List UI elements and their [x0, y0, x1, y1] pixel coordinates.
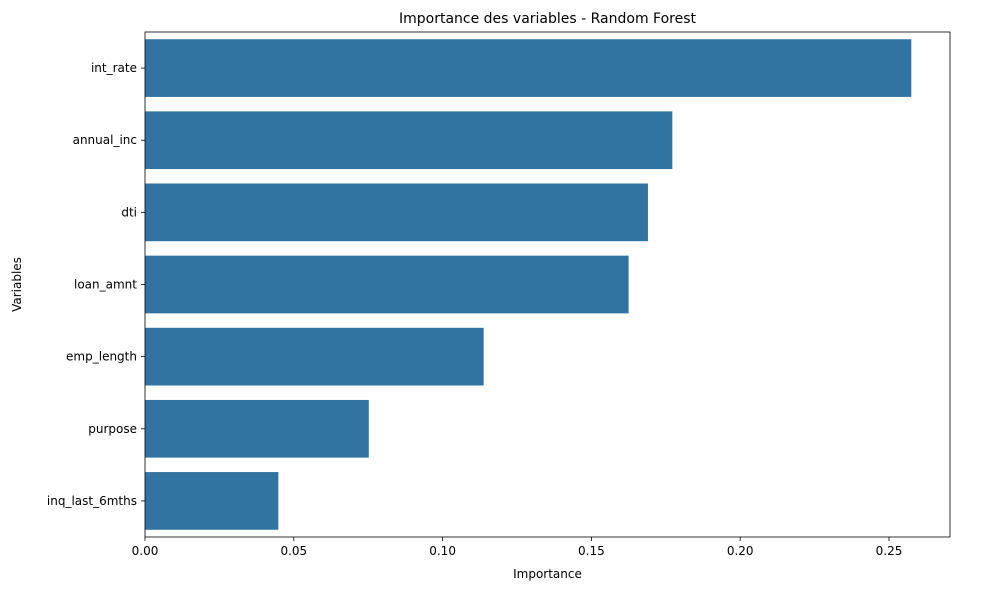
bar-loan_amnt: [145, 255, 629, 314]
bar-emp_length: [145, 327, 484, 386]
bar-annual_inc: [145, 111, 673, 170]
y-tick-label: int_rate: [91, 61, 137, 75]
y-tick-label: emp_length: [66, 350, 137, 364]
y-tick-label: annual_inc: [73, 133, 137, 147]
bar-dti: [145, 183, 648, 242]
bars-group: [145, 39, 912, 530]
y-tick-label: inq_last_6mths: [47, 494, 137, 508]
x-tick-label: 0.15: [578, 544, 605, 558]
plot-frame: [144, 31, 951, 538]
x-tick-label: 0.10: [429, 544, 456, 558]
y-tick-label: loan_amnt: [74, 278, 137, 292]
x-tick-label: 0.25: [876, 544, 903, 558]
bar-inq_last_6mths: [145, 472, 279, 530]
x-axis-ticks: 0.00 0.05 0.10 0.15 0.20 0.25: [132, 537, 903, 558]
y-tick-label: dti: [121, 205, 137, 219]
x-tick-label: 0.20: [727, 544, 754, 558]
y-tick-label: purpose: [88, 422, 137, 436]
x-tick-label: 0.05: [280, 544, 307, 558]
chart-title: Importance des variables - Random Forest: [399, 11, 697, 27]
x-axis-label: Importance: [513, 567, 582, 581]
y-axis-label: Variables: [10, 257, 24, 312]
x-tick-label: 0.00: [132, 544, 159, 558]
bar-purpose: [145, 399, 369, 458]
bar-int_rate: [145, 39, 912, 97]
